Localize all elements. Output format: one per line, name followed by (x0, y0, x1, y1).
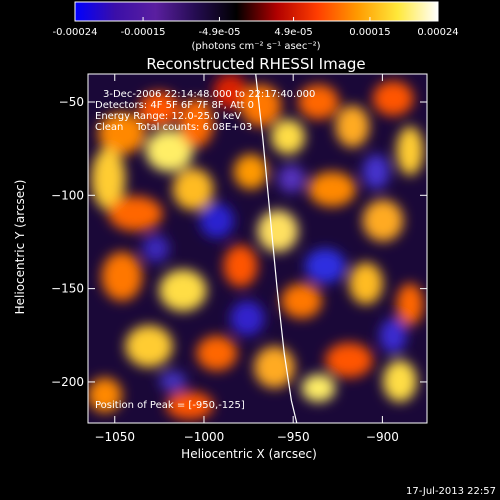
y-axis-ticks: −50 −100 −150 −200 (51, 95, 427, 389)
heatmap-blob (379, 318, 407, 354)
heatmap-blob (281, 283, 322, 319)
timestamp: 17-Jul-2013 22:57 (406, 486, 496, 497)
x-tick-label: −1000 (184, 430, 225, 444)
colorbar-ticks: -0.00024 -0.00015 -4.9e-05 4.9e-05 0.00015 0.… (53, 17, 459, 38)
annotation-energy-range: Energy Range: 12.0-25.0 keV (95, 111, 241, 122)
heatmap-blob (159, 370, 187, 392)
x-tick-label: −900 (366, 430, 399, 444)
heatmap-blob (335, 105, 370, 148)
colorbar-units-label: (photons cm⁻² s⁻¹ asec⁻²) (191, 41, 320, 52)
annotation-time-range: 3-Dec-2006 22:14:48.000 to 22:17:40.000 (103, 89, 315, 100)
heatmap-blob (372, 80, 414, 116)
y-tick-label: −200 (51, 375, 84, 389)
heatmap-blob (233, 154, 268, 190)
heatmap-blob (91, 147, 126, 211)
x-axis-label: Heliocentric X (arcsec) (181, 447, 317, 461)
heatmap-blob (142, 234, 170, 263)
heatmap-blob (101, 251, 143, 301)
y-axis-label: Heliocentric Y (arcsec) (13, 180, 27, 315)
colorbar-tick-label: -4.9e-05 (198, 27, 240, 38)
heatmap-blob (308, 171, 356, 207)
heatmap-blob (382, 360, 417, 403)
colorbar-tick-label: 0.00015 (349, 27, 390, 38)
heatmap-blob (298, 84, 339, 120)
x-axis-ticks: −1050 −1000 −950 −900 (94, 74, 399, 444)
heatmap-blob (362, 154, 390, 190)
x-tick-label: −1050 (94, 430, 135, 444)
heatmap-blob (213, 74, 248, 109)
colorbar-tick-label: -0.00015 (121, 27, 166, 38)
heatmap-blob (277, 164, 305, 193)
colorbar: -0.00024 -0.00015 -4.9e-05 4.9e-05 0.00015 0.… (53, 1, 459, 52)
colorbar-tick-label: -0.00024 (53, 27, 98, 38)
heatmap-blob (271, 119, 305, 155)
y-tick-label: −50 (59, 95, 84, 109)
heatmap-blob (165, 391, 214, 420)
annotation-clean-counts: Clean Total counts: 6.08E+03 (95, 122, 252, 133)
heatmap-image (88, 74, 424, 420)
annotations: 3-Dec-2006 22:14:48.000 to 22:17:40.000 … (95, 89, 315, 411)
y-tick-label: −100 (51, 188, 84, 202)
heatmap-blob (240, 84, 282, 127)
annotation-detectors: Detectors: 4F 5F 6F 7F 8F, Att 0 (95, 100, 254, 111)
chart-title: Reconstructed RHESSI Image (146, 55, 365, 73)
heatmap-blob (362, 199, 404, 242)
heatmap-blob (108, 196, 163, 232)
heatmap-blob (223, 245, 258, 287)
colorbar-gradient (74, 1, 439, 22)
heatmap-blob (98, 112, 146, 155)
heatmap-blob (301, 374, 336, 403)
plot-frame (87, 73, 428, 424)
solar-limb-curve (255, 74, 298, 423)
colorbar-tick-label: 4.9e-05 (274, 27, 312, 38)
heatmap-blob (199, 203, 234, 239)
heatmap-blob (396, 126, 424, 176)
heatmap-blob (88, 377, 122, 413)
heatmap-blob (145, 129, 194, 172)
heatmap-blob (196, 335, 238, 371)
heatmap-blob (125, 325, 173, 368)
heatmap-blob (257, 210, 299, 252)
heatmap-blob (172, 168, 214, 211)
plot-area: −1050 −1000 −950 −900 −50 −100 −150 −200 (51, 73, 428, 444)
heatmap-blob (138, 91, 180, 127)
y-tick-label: −150 (51, 282, 84, 296)
heatmap-blob (325, 342, 373, 378)
x-tick-label: −950 (277, 430, 310, 444)
annotation-peak-position: Position of Peak = [-950,-125] (95, 400, 245, 411)
heatmap-blob (349, 262, 383, 305)
heatmap-blob (396, 283, 424, 326)
heatmap-blob (159, 269, 207, 312)
heatmap-blob (179, 98, 214, 148)
heatmap-blob (304, 248, 346, 284)
colorbar-tick-label: 0.00024 (417, 27, 458, 38)
heatmap-blob (230, 300, 265, 336)
